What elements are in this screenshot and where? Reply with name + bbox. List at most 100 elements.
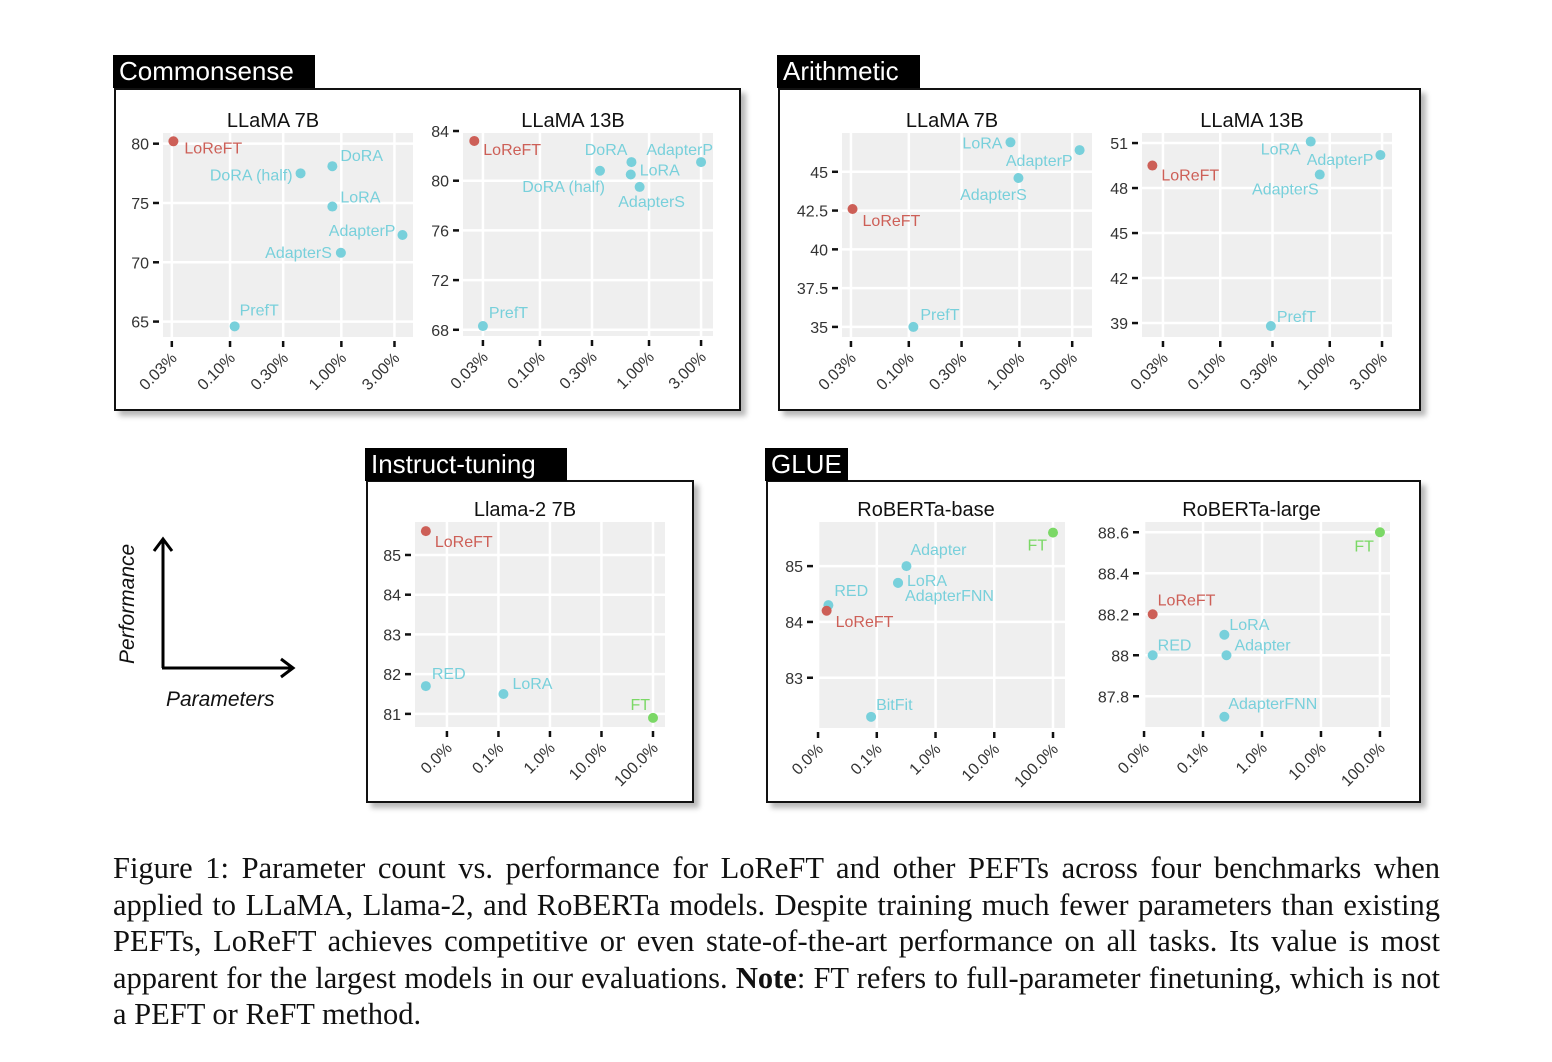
data-point-adapterp (1375, 150, 1386, 161)
point-label: LoRA (907, 573, 947, 590)
chart-title: Llama-2 7B (474, 499, 576, 521)
data-point-dora (626, 157, 637, 168)
point-label: PrefT (489, 305, 528, 322)
data-point-loreft (1147, 609, 1158, 620)
data-point-adapterp (397, 230, 408, 240)
y-tick-label: 88.4 (1098, 566, 1129, 583)
plot-background (463, 133, 713, 336)
point-label: PrefT (240, 302, 279, 319)
point-label: LoReFT (836, 614, 894, 631)
y-tick-label: 51 (1110, 136, 1128, 153)
x-tick-label: 100.0% (1011, 741, 1061, 791)
y-tick-label: 84 (785, 615, 803, 632)
data-point-bitfit (866, 711, 877, 722)
x-tick-label: 1.0% (1233, 740, 1271, 778)
point-label: AdapterP (1307, 152, 1374, 169)
data-point-loreft (168, 136, 179, 147)
x-tick-label: 0.10% (1185, 350, 1229, 394)
point-label: BitFit (876, 697, 913, 714)
x-tick-label: 0.0% (418, 740, 456, 778)
x-tick-label: 0.0% (1115, 740, 1153, 778)
chart-title: RoBERTa-large (1182, 499, 1321, 521)
point-label: LoRA (1261, 142, 1301, 159)
parameters-axis-label: Parameters (166, 688, 275, 711)
data-point-preft (477, 321, 488, 332)
x-tick-label: 0.30% (557, 349, 601, 393)
point-label: FT (1027, 538, 1047, 555)
point-label: PrefT (1277, 309, 1316, 326)
y-tick-label: 45 (1110, 226, 1128, 243)
point-label: FT (1354, 538, 1374, 555)
data-point-adapter (901, 561, 912, 572)
point-label: LoReFT (435, 534, 493, 551)
point-label: LoReFT (184, 140, 242, 157)
point-label: Adapter (1234, 637, 1291, 654)
data-point-loreft (420, 526, 431, 537)
data-point-lora (1219, 629, 1230, 640)
point-label: DoRA (585, 142, 628, 159)
plot-background (842, 133, 1092, 337)
x-tick-label: 100.0% (611, 740, 661, 790)
instruct-tuning-group-label: Instruct-tuning (365, 448, 567, 481)
point-label: RED (834, 583, 868, 600)
chart-4: Llama-2 7B 81 82 83 84 85 0.0% 0.1% 1.0% 10.0% 100… (383, 499, 665, 790)
point-label: LoReFT (483, 142, 541, 159)
point-label: FT (630, 697, 650, 714)
performance-arrow-icon (152, 536, 174, 668)
axes-legend-arrows (152, 536, 296, 679)
data-point-adapters (1314, 169, 1325, 180)
chart-1: LLaMA 13B 68 72 76 80 84 0.03% 0.10% 0.30% 1.00% 3… (431, 110, 713, 393)
x-tick-label: 10.0% (959, 741, 1003, 785)
x-tick-label: 1.00% (306, 350, 350, 394)
point-label: LoRA (962, 135, 1002, 152)
x-tick-label: 3.00% (1037, 350, 1081, 394)
data-point-adapters (634, 181, 645, 192)
x-tick-label: 1.00% (1294, 350, 1338, 394)
x-tick-label: 0.1% (1174, 740, 1212, 778)
chart-0: LLaMA 7B 65 70 75 80 0.03% 0.10% 0.30% 1.00% 3.00… (131, 110, 413, 394)
x-tick-label: 0.0% (789, 741, 827, 779)
x-tick-label: 0.1% (848, 741, 886, 779)
data-point-lora (498, 689, 509, 700)
plot-background (415, 522, 665, 727)
data-point-preft (229, 321, 240, 332)
data-point-loreft (1147, 160, 1158, 171)
glue-group-label: GLUE (765, 448, 848, 481)
x-tick-label: 0.1% (469, 740, 507, 778)
chart-title: LLaMA 13B (521, 110, 624, 132)
y-tick-label: 85 (785, 559, 803, 576)
y-tick-label: 80 (131, 137, 149, 154)
y-tick-label: 75 (131, 196, 149, 213)
data-point-adapterfnn (893, 577, 904, 588)
y-tick-label: 37.5 (797, 281, 828, 298)
y-tick-label: 80 (431, 174, 449, 191)
x-tick-label: 0.10% (874, 350, 918, 394)
x-tick-label: 1.00% (614, 349, 658, 393)
y-tick-label: 85 (383, 548, 401, 565)
chart-title: LLaMA 13B (1200, 110, 1303, 132)
point-label: LoRA (640, 162, 680, 179)
y-tick-label: 76 (431, 223, 449, 240)
chart-title: LLaMA 7B (227, 110, 319, 132)
x-tick-label: 0.30% (926, 350, 970, 394)
x-tick-label: 0.03% (816, 350, 860, 394)
data-point-lora (327, 201, 338, 212)
y-tick-label: 42 (1110, 271, 1128, 288)
data-point-adapterp (1074, 145, 1085, 156)
point-label: AdapterS (1252, 182, 1319, 199)
data-point-ft (1048, 527, 1059, 538)
y-tick-label: 82 (383, 667, 401, 684)
point-label: AdapterP (1006, 153, 1073, 170)
data-point-adapter (1221, 650, 1232, 661)
x-tick-label: 3.00% (359, 350, 403, 394)
x-tick-label: 1.0% (907, 741, 945, 779)
data-point-loreft (469, 135, 480, 146)
point-label: LoReFT (1161, 168, 1219, 185)
y-tick-label: 88.6 (1098, 525, 1129, 542)
data-point-adapterfnn (1219, 711, 1230, 722)
x-tick-label: 10.0% (1286, 740, 1330, 784)
point-label: AdapterS (265, 245, 332, 262)
y-tick-label: 84 (431, 124, 449, 141)
data-point-dora-half- (295, 168, 306, 179)
caption-text: Figure 1: Parameter count vs. performanc… (113, 851, 1440, 995)
